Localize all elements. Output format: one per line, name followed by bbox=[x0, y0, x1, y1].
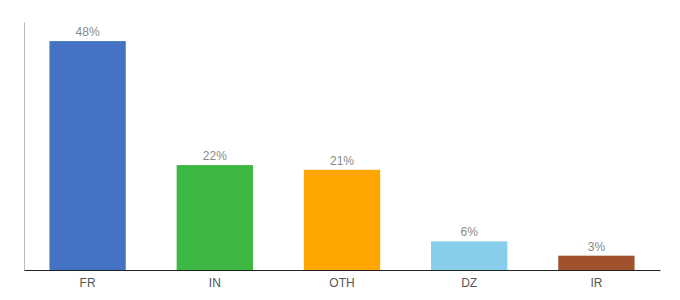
data-label: 22% bbox=[203, 149, 227, 163]
data-label: 21% bbox=[330, 154, 354, 168]
y-axis bbox=[24, 23, 25, 271]
x-tick-label: FR bbox=[80, 276, 96, 290]
x-tick-label: OTH bbox=[329, 276, 354, 290]
bar bbox=[304, 170, 380, 270]
y-axis-line bbox=[24, 23, 25, 271]
plot-area: FR IN OTH DZ IR 48% 22% 21% 6% 3% bbox=[25, 23, 661, 290]
bar bbox=[49, 41, 125, 270]
x-axis-line bbox=[25, 270, 661, 271]
chart: FR IN OTH DZ IR 48% 22% 21% 6% 3% bbox=[0, 0, 680, 300]
bar bbox=[177, 165, 253, 270]
x-tick: IN bbox=[209, 270, 221, 290]
bars bbox=[49, 41, 634, 270]
x-tick: DZ bbox=[461, 270, 477, 290]
data-labels: 48% 22% 21% 6% 3% bbox=[76, 25, 606, 254]
bar bbox=[558, 256, 634, 270]
x-tick-label: DZ bbox=[461, 276, 477, 290]
bar bbox=[431, 241, 507, 270]
x-axis: FR IN OTH DZ IR bbox=[25, 270, 661, 290]
x-tick: OTH bbox=[329, 270, 354, 290]
x-tick-label: IR bbox=[590, 276, 602, 290]
x-tick-label: IN bbox=[209, 276, 221, 290]
data-label: 3% bbox=[588, 240, 606, 254]
data-label: 6% bbox=[461, 225, 479, 239]
data-label: 48% bbox=[76, 25, 100, 39]
x-tick: IR bbox=[590, 270, 602, 290]
x-tick: FR bbox=[80, 270, 96, 290]
